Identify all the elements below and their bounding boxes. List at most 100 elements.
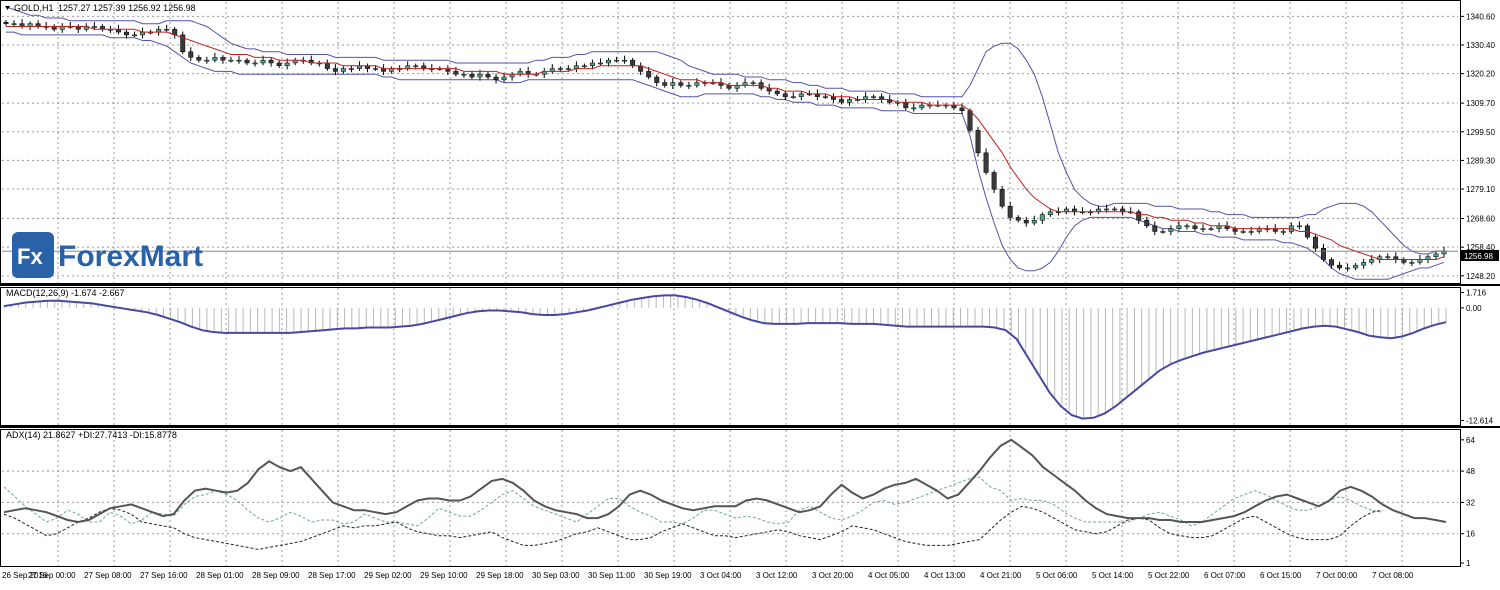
current-price-tag <box>1461 250 1499 261</box>
adx-tick-label: 64 <box>1466 436 1475 445</box>
time-tick-label: 5 Oct 14:00 <box>1092 571 1134 580</box>
candle-body <box>1023 219 1029 224</box>
time-tick-label: 5 Oct 06:00 <box>1036 571 1078 580</box>
candle-body <box>1168 228 1174 232</box>
candle-body <box>1296 225 1302 228</box>
ohlc-header: 1257.27 1257.39 1256.92 1256.98 <box>58 3 196 13</box>
candle-body <box>1345 267 1351 270</box>
candle-body <box>196 57 202 61</box>
time-tick-label: 28 Sep 17:00 <box>308 571 356 580</box>
candle-body <box>220 57 226 61</box>
price-panel[interactable] <box>2 6 1458 280</box>
candle-body <box>332 68 338 72</box>
candle-body <box>557 68 563 70</box>
macd-tick-label: 0.00 <box>1466 304 1482 313</box>
candle-body <box>1248 231 1254 233</box>
time-tick-label: 27 Sep 08:00 <box>84 571 132 580</box>
candle-body <box>1329 259 1335 266</box>
macd-panel-border <box>0 287 1461 426</box>
candle-body <box>348 68 354 70</box>
price-tick-label: 1279.10 <box>1466 185 1495 194</box>
candle-body <box>340 68 346 72</box>
candle-body <box>1015 217 1021 221</box>
candle-body <box>324 62 330 69</box>
candle-body <box>1039 214 1045 221</box>
candle-body <box>959 107 965 111</box>
bollinger-upper-line <box>5 6 1444 255</box>
adx-panel[interactable] <box>3 438 1447 550</box>
dropdown-arrow-icon[interactable] <box>5 6 10 10</box>
candle-body <box>1433 253 1439 257</box>
candle-body <box>774 90 780 95</box>
candle-body <box>469 73 475 78</box>
candle-body <box>276 62 282 67</box>
candle-body <box>903 102 909 109</box>
price-tick-label: 1330.40 <box>1466 41 1495 50</box>
time-tick-label: 27 Sep 00:00 <box>28 571 76 580</box>
candle-body <box>236 59 242 62</box>
candle-body <box>1192 225 1198 229</box>
candle-body <box>1385 256 1391 258</box>
candle-body <box>919 104 925 109</box>
time-tick-label: 5 Oct 22:00 <box>1148 571 1190 580</box>
price-panel-border <box>0 0 1461 284</box>
candle-body <box>1208 228 1214 230</box>
candle-body <box>180 34 186 52</box>
candle-body <box>975 130 981 154</box>
candle-body <box>967 110 973 131</box>
candle-body <box>999 189 1005 207</box>
candle-body <box>1240 231 1246 233</box>
candle-body <box>614 59 620 62</box>
candle-body <box>461 73 467 76</box>
candle-body <box>678 82 684 86</box>
candle-body <box>453 71 459 75</box>
candle-body <box>686 85 692 87</box>
macd-label: MACD(12,26,9) -1.674 -2.667 <box>6 288 125 298</box>
macd-panel[interactable] <box>3 294 1447 420</box>
candle-body <box>839 99 844 103</box>
logo-text: ForexMart <box>58 240 203 273</box>
adx-label: ADX(14) 21.8627 +DI:27.7413 -DI:15.8778 <box>6 430 177 440</box>
price-tick-label: 1258.40 <box>1466 243 1495 252</box>
candle-body <box>606 59 611 64</box>
candle-body <box>204 59 210 62</box>
candle-body <box>11 23 17 25</box>
candle-body <box>268 59 274 64</box>
time-tick-label: 7 Oct 08:00 <box>1372 571 1414 580</box>
time-tick-label: 30 Sep 19:00 <box>644 571 692 580</box>
candle-body <box>654 76 660 83</box>
macd-signal-line <box>3 294 1447 420</box>
time-tick-label: 3 Oct 04:00 <box>700 571 742 580</box>
candle-body <box>124 31 129 36</box>
macd-tick-label: -12.614 <box>1466 417 1494 426</box>
candle-body <box>622 59 628 62</box>
candle-body <box>1409 262 1415 264</box>
adx-panel-border <box>0 429 1461 567</box>
time-tick-label: 4 Oct 05:00 <box>868 571 910 580</box>
candle-body <box>822 96 828 98</box>
time-tick-label: 26 Sep 2016 <box>2 571 48 580</box>
candle-body <box>1337 264 1343 269</box>
time-tick-label: 4 Oct 21:00 <box>980 571 1022 580</box>
candle-body <box>1104 208 1110 211</box>
candle-body <box>1136 211 1142 221</box>
time-tick-label: 29 Sep 18:00 <box>476 571 524 580</box>
candle-body <box>1047 211 1053 215</box>
current-price-label: 1256.98 <box>1464 252 1493 261</box>
candle-body <box>630 59 636 67</box>
candle-body <box>1176 225 1182 229</box>
candle-body <box>798 93 804 97</box>
candle-body <box>1112 208 1118 211</box>
candle-body <box>790 96 796 98</box>
adx-tick-label: 32 <box>1466 498 1475 507</box>
fx-logo-mark <box>12 232 54 278</box>
price-tick-label: 1320.20 <box>1466 70 1495 79</box>
candle-body <box>565 68 571 70</box>
price-tick-label: 1289.30 <box>1466 156 1495 165</box>
adx-line <box>3 438 1447 524</box>
candle-body <box>1280 231 1286 233</box>
candle-body <box>662 82 668 86</box>
